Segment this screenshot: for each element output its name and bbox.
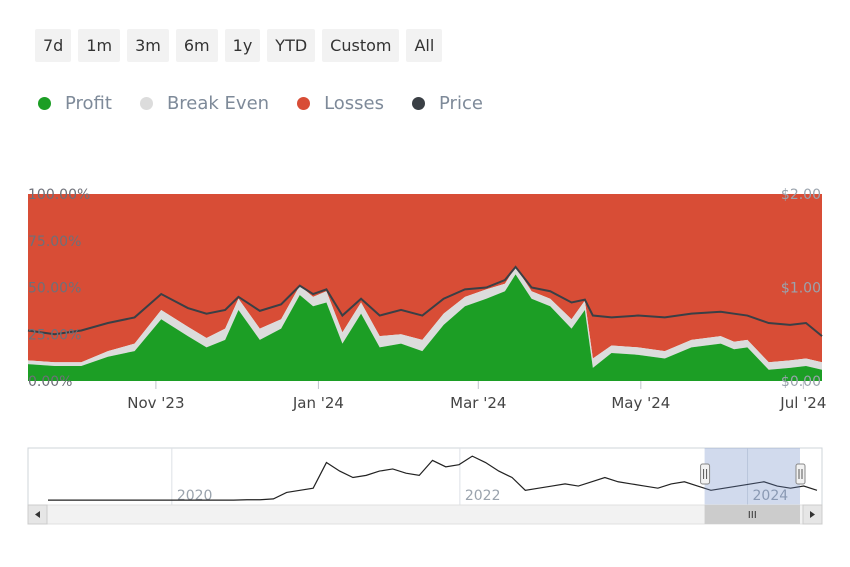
range-button-1y[interactable]: 1y [224, 29, 261, 62]
navigator[interactable]: 2020 2022 2024 [0, 440, 850, 540]
y-right-tick-label: $1.00 [781, 281, 821, 297]
legend-item-losses[interactable]: Losses [297, 93, 384, 114]
legend-label: Price [439, 93, 483, 114]
arrow-right-icon [810, 511, 815, 518]
y-left-tick-label: 50.00% [28, 281, 81, 297]
navigator-right-handle[interactable] [795, 463, 806, 485]
navigator-year-label: 2024 [753, 488, 789, 504]
legend-label: Profit [65, 93, 112, 114]
main-chart: 0.00% 25.00% 50.00% 75.00% 100.00% $0.00 $1.00… [27, 187, 826, 412]
navigator-year-label: 2020 [177, 488, 213, 504]
legend: Profit Break Even Losses Price [38, 93, 511, 114]
navigator-price-line [48, 455, 818, 501]
range-button-7d[interactable]: 7d [35, 29, 72, 62]
legend-dot-icon [412, 97, 426, 110]
y-left-tick-label: 75.00% [28, 234, 81, 250]
y-left-tick-label: 0.00% [28, 374, 72, 390]
x-tick-label: May '24 [611, 394, 670, 412]
y-left-tick-label: 25.00% [28, 327, 81, 343]
price-line [27, 265, 823, 337]
x-tick-label: Jul '24 [779, 394, 826, 412]
y-left-tick-label: 100.00% [28, 187, 90, 203]
scrollbar-track[interactable] [27, 504, 823, 525]
legend-dot-icon [38, 97, 51, 110]
navigator-year-label: 2022 [465, 488, 501, 504]
legend-label: Losses [324, 93, 385, 114]
range-button-3m[interactable]: 3m [127, 29, 169, 62]
y-right-tick-label: $2.00 [781, 187, 821, 203]
legend-item-break-even[interactable]: Break Even [139, 93, 270, 114]
x-tick-label: Mar '24 [450, 394, 506, 412]
profit-area [28, 274, 822, 381]
range-button-1m[interactable]: 1m [78, 29, 121, 62]
range-button-all[interactable]: All [406, 29, 443, 62]
navigator-selection [704, 448, 800, 505]
losses-area [28, 194, 822, 363]
range-selector: 7d 1m 3m 6m 1y YTD Custom All [35, 29, 443, 62]
range-button-ytd[interactable]: YTD [267, 29, 316, 62]
range-button-custom[interactable]: Custom [322, 29, 400, 62]
x-tick-label: Jan '24 [292, 394, 344, 412]
legend-item-profit[interactable]: Profit [38, 93, 112, 114]
legend-item-price[interactable]: Price [412, 93, 483, 114]
legend-dot-icon [297, 97, 311, 110]
x-tick-label: Nov '23 [127, 394, 184, 412]
legend-label: Break Even [166, 93, 270, 114]
range-button-6m[interactable]: 6m [175, 29, 218, 62]
legend-dot-icon [139, 97, 153, 110]
navigator-left-handle[interactable] [700, 463, 711, 485]
arrow-left-icon [35, 511, 40, 518]
y-right-tick-label: $0.00 [781, 374, 821, 390]
